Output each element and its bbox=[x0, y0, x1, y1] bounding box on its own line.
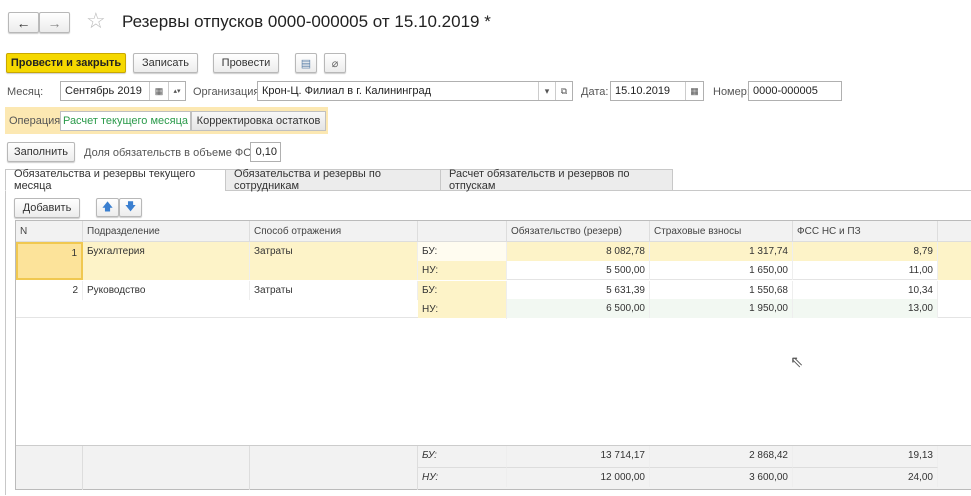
bu-insurance: 1 550,68 bbox=[650, 281, 793, 299]
col-fss[interactable]: ФСС НС и ПЗ bbox=[793, 221, 938, 242]
fill-button[interactable]: Заполнить bbox=[7, 142, 75, 162]
org-field[interactable]: Крон-Ц. Филиал в г. Калининград ▾ ⧉ bbox=[257, 81, 573, 101]
col-extra bbox=[938, 221, 971, 242]
nu-label: НУ: bbox=[418, 261, 507, 280]
date-field[interactable]: 15.10.2019 ▦ bbox=[610, 81, 704, 101]
nu-fss: 11,00 bbox=[793, 261, 938, 280]
total-nu-label: НУ: bbox=[418, 468, 507, 487]
total-nu-liability: 12 000,00 bbox=[507, 468, 650, 487]
reserves-table: N Подразделение Способ отражения Обязате… bbox=[15, 220, 971, 490]
date-label: Дата: bbox=[581, 86, 609, 98]
share-label: Доля обязательств в объеме ФОТ: bbox=[84, 147, 262, 159]
share-value: 0,10 bbox=[255, 146, 277, 158]
row-department: Руководство bbox=[83, 281, 250, 300]
footer-empty bbox=[16, 446, 83, 490]
nu-insurance: 1 950,00 bbox=[650, 299, 793, 318]
bu-liability: 5 631,39 bbox=[507, 281, 650, 299]
calendar-icon[interactable]: ▦ bbox=[149, 82, 168, 100]
nu-insurance: 1 650,00 bbox=[650, 261, 793, 280]
col-n[interactable]: N bbox=[16, 221, 83, 242]
open-icon[interactable]: ⧉ bbox=[555, 82, 572, 100]
total-bu-fss: 19,13 bbox=[793, 446, 938, 468]
month-field[interactable]: Сентябрь 2019 ▦ ▴▾ bbox=[60, 81, 186, 101]
table-row[interactable]: 1 Бухгалтерия Затраты БУ: 8 082,78 1 317… bbox=[16, 242, 971, 280]
calendar-icon[interactable]: ▦ bbox=[685, 82, 703, 100]
table-footer: БУ: 13 714,17 2 868,42 19,13 НУ: 12 000,… bbox=[16, 445, 971, 490]
favorite-star-icon[interactable]: ☆ bbox=[86, 8, 106, 33]
operation-option-current[interactable]: Расчет текущего месяца bbox=[60, 111, 191, 131]
tab-by-employees[interactable]: Обязательства и резервы по сотрудникам bbox=[225, 168, 441, 192]
share-field[interactable]: 0,10 bbox=[250, 142, 281, 162]
row-method: Затраты bbox=[250, 281, 418, 300]
row-number: 1 bbox=[16, 242, 83, 280]
number-field[interactable]: 0000-000005 bbox=[748, 81, 842, 101]
extra bbox=[938, 242, 971, 280]
tab-vacation-calc[interactable]: Расчет обязательств и резервов по отпуск… bbox=[440, 168, 673, 192]
report-icon[interactable]: ▤ bbox=[295, 53, 317, 73]
bu-fss: 8,79 bbox=[793, 242, 938, 261]
move-down-button[interactable]: 🡇 bbox=[119, 198, 142, 217]
col-department[interactable]: Подразделение bbox=[83, 221, 250, 242]
total-bu-insurance: 2 868,42 bbox=[650, 446, 793, 468]
post-button[interactable]: Провести bbox=[213, 53, 279, 73]
nu-label: НУ: bbox=[418, 300, 507, 319]
save-button[interactable]: Записать bbox=[133, 53, 198, 73]
date-value: 15.10.2019 bbox=[615, 85, 671, 97]
mouse-cursor-icon: ⇖ bbox=[790, 354, 804, 371]
month-value: Сентябрь 2019 bbox=[65, 85, 142, 97]
total-nu-fss: 24,00 bbox=[793, 468, 938, 487]
nu-liability: 6 500,00 bbox=[507, 299, 650, 318]
col-method[interactable]: Способ отражения bbox=[250, 221, 418, 242]
col-liability[interactable]: Обязательство (резерв) bbox=[507, 221, 650, 242]
forward-button[interactable]: → bbox=[39, 12, 70, 33]
col-type[interactable] bbox=[418, 221, 507, 242]
col-insurance[interactable]: Страховые взносы bbox=[650, 221, 793, 242]
row-department: Бухгалтерия bbox=[83, 242, 250, 280]
move-up-button[interactable]: 🡅 bbox=[96, 198, 119, 217]
total-nu-insurance: 3 600,00 bbox=[650, 468, 793, 487]
bu-fss: 10,34 bbox=[793, 281, 938, 299]
dropdown-icon[interactable]: ▾ bbox=[538, 82, 555, 100]
number-value: 0000-000005 bbox=[753, 85, 818, 97]
total-bu-liability: 13 714,17 bbox=[507, 446, 650, 468]
footer-empty bbox=[83, 446, 250, 490]
tab-current-month[interactable]: Обязательства и резервы текущего месяца bbox=[5, 168, 226, 192]
table-row[interactable]: 2 Руководство Затраты БУ: 5 631,39 1 550… bbox=[16, 281, 971, 319]
bu-label: БУ: bbox=[418, 281, 507, 318]
add-button[interactable]: Добавить bbox=[14, 198, 80, 218]
post-and-close-button[interactable]: Провести и закрыть bbox=[6, 53, 126, 73]
nu-fss: 13,00 bbox=[793, 299, 938, 318]
back-button[interactable]: ← bbox=[8, 12, 39, 33]
total-bu-label: БУ: bbox=[418, 446, 507, 468]
page-title: Резервы отпусков 0000-000005 от 15.10.20… bbox=[122, 12, 491, 31]
row-number: 2 bbox=[16, 281, 83, 300]
number-label: Номер: bbox=[713, 86, 750, 98]
month-stepper[interactable]: ▴▾ bbox=[168, 82, 185, 100]
month-label: Месяц: bbox=[7, 86, 44, 98]
paperclip-icon[interactable]: ⌀ bbox=[324, 53, 346, 73]
operation-option-adjust[interactable]: Корректировка остатков bbox=[191, 111, 326, 131]
bu-liability: 8 082,78 bbox=[507, 242, 650, 261]
bu-label: БУ: bbox=[418, 242, 507, 261]
org-label: Организация: bbox=[193, 86, 263, 98]
bu-insurance: 1 317,74 bbox=[650, 242, 793, 261]
org-value: Крон-Ц. Филиал в г. Калининград bbox=[262, 85, 432, 97]
nu-liability: 5 500,00 bbox=[507, 261, 650, 280]
footer-empty bbox=[250, 446, 418, 490]
row-method: Затраты bbox=[250, 242, 418, 280]
operation-label: Операция: bbox=[9, 115, 64, 127]
